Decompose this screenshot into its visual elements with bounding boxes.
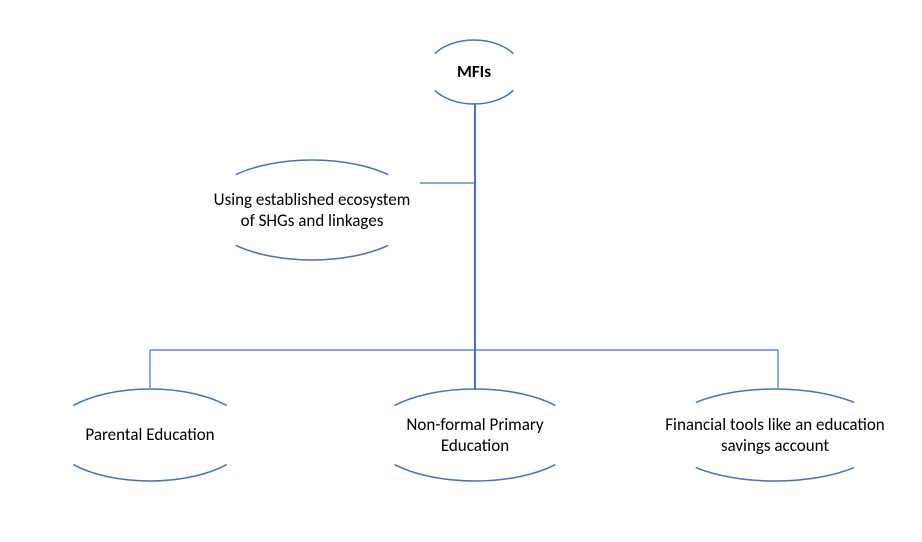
- node-leaf2: Non-formal Primary Education: [370, 400, 580, 470]
- node-root-label: MFIs: [453, 61, 495, 82]
- node-mid: Using established ecosystem of SHGs and …: [202, 170, 422, 250]
- node-leaf1-label: Parental Education: [81, 424, 218, 445]
- node-mid-label: Using established ecosystem of SHGs and …: [202, 189, 422, 232]
- node-leaf3: Financial tools like an education saving…: [660, 400, 890, 470]
- node-root: MFIs: [434, 42, 514, 102]
- node-leaf2-label: Non-formal Primary Education: [370, 414, 580, 457]
- node-leaf3-label: Financial tools like an education saving…: [660, 414, 890, 457]
- node-leaf1: Parental Education: [50, 400, 250, 470]
